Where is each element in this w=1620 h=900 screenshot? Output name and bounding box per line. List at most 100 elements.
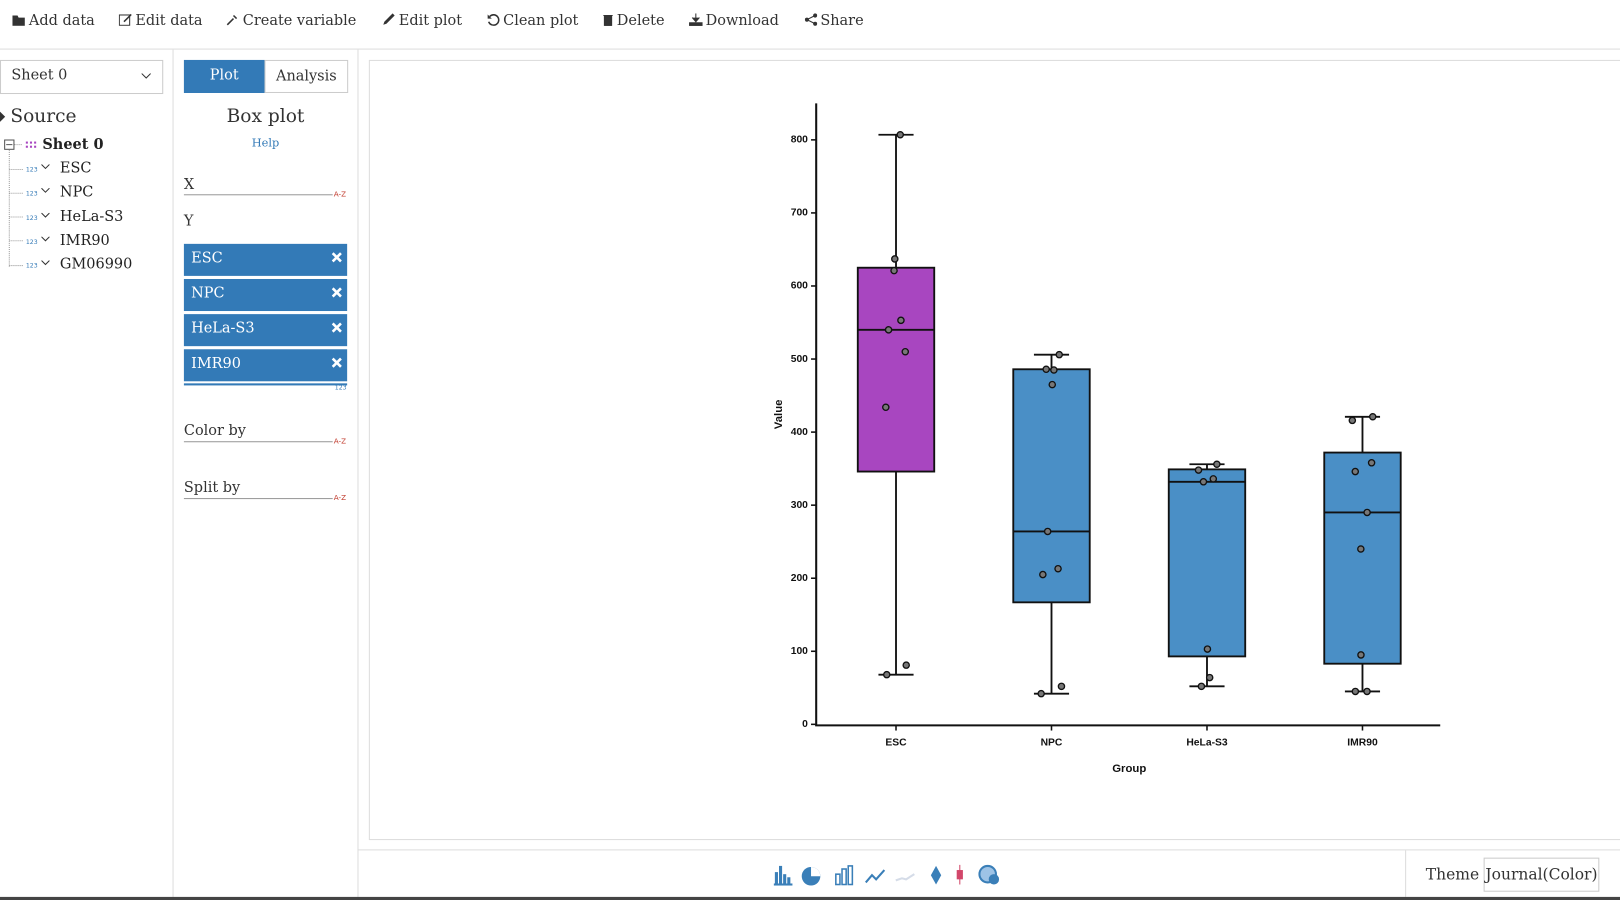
tree-column[interactable]: HeLa-S3 <box>59 208 124 225</box>
label: Create variable <box>242 12 357 29</box>
data-point <box>1348 416 1357 425</box>
chevron-icon <box>40 260 50 266</box>
data-point <box>1197 682 1206 691</box>
y-tick-label: 200 <box>791 573 808 584</box>
data-point <box>902 661 910 669</box>
tree-column[interactable]: NPC <box>59 184 94 201</box>
tree-root[interactable]: Source <box>10 105 77 128</box>
chevron <box>40 187 50 197</box>
plot-type-title: Box plot <box>226 105 305 128</box>
data-point <box>884 326 893 334</box>
y-tick-label: 700 <box>791 208 808 219</box>
box <box>1012 368 1091 604</box>
remove-icon <box>331 322 342 333</box>
y-axis-title: Value <box>773 400 785 430</box>
data-point <box>897 316 905 325</box>
chevron-icon <box>40 236 50 242</box>
tree-column[interactable]: IMR90 <box>59 232 110 249</box>
tree-lines <box>4 139 37 267</box>
data-point <box>1363 687 1371 696</box>
data-point <box>1367 459 1376 467</box>
tree-column[interactable]: ESC <box>59 160 92 177</box>
tree-sheet[interactable]: Sheet 0 <box>42 136 104 153</box>
data-point <box>1368 412 1377 421</box>
y-column-chip[interactable]: HeLa-S3 <box>183 314 348 347</box>
data-point <box>882 403 890 412</box>
data-point <box>1209 475 1218 483</box>
x-tick-label: IMR90 <box>1347 738 1378 749</box>
chevron <box>40 260 50 270</box>
plot-tab[interactable]: Plot <box>183 59 265 93</box>
theme-select[interactable]: Journal(Color) <box>1483 857 1600 892</box>
remove-button[interactable] <box>331 321 342 336</box>
plot-frame <box>368 59 1620 841</box>
y-column-chip[interactable]: ESC <box>183 243 348 276</box>
chevron-icon <box>40 212 50 218</box>
box <box>856 266 936 473</box>
clean-plot-button[interactable]: Clean plot <box>487 12 579 29</box>
share-button[interactable]: Share <box>804 12 864 29</box>
chevron-icon <box>40 188 50 194</box>
y-tick-label: 300 <box>791 500 808 511</box>
data-point <box>1351 467 1360 476</box>
x-tick-label: HeLa-S3 <box>1186 738 1228 749</box>
add-data-button[interactable]: Add data <box>12 12 95 29</box>
type-tag: 123 <box>25 190 38 198</box>
chevron <box>40 163 50 173</box>
bottom-border <box>357 849 1620 851</box>
remove-button[interactable] <box>331 251 342 266</box>
remove-button[interactable] <box>331 286 342 301</box>
field-underline <box>183 441 333 443</box>
label: Share <box>820 12 864 29</box>
y-column-chip[interactable]: NPC <box>183 278 348 312</box>
type-tag: 123 <box>25 214 38 222</box>
data-point <box>1357 651 1365 659</box>
chip-label: HeLa-S3 <box>191 320 255 337</box>
label: Clean plot <box>503 12 579 29</box>
label: Edit plot <box>398 12 463 29</box>
data-point <box>1357 545 1365 553</box>
y-tick-label: 100 <box>791 646 808 657</box>
create-variable-button[interactable]: Create variable <box>226 12 356 29</box>
data-point <box>1054 564 1062 573</box>
y-column-chip[interactable]: IMR90 <box>183 349 348 382</box>
chart-type-icons[interactable] <box>770 862 1008 889</box>
data-point <box>1042 365 1050 374</box>
download-button[interactable]: Download <box>688 12 779 29</box>
data-point <box>1057 682 1066 691</box>
data-point <box>901 347 910 356</box>
window-edge <box>0 896 1620 900</box>
data-point <box>896 130 905 139</box>
sheet-select[interactable]: Sheet 0 <box>0 59 164 95</box>
data-point <box>1205 673 1214 682</box>
type-tag: 123 <box>25 238 38 246</box>
x-tick-label: NPC <box>1041 738 1063 749</box>
divider <box>172 49 174 900</box>
analysis-tab[interactable]: Analysis <box>264 59 349 93</box>
sort-tag: A-Z <box>333 190 347 199</box>
y-field-label: Y <box>183 212 194 230</box>
field-underline <box>183 383 348 386</box>
y-tick-label: 400 <box>791 427 808 438</box>
data-point <box>1048 380 1057 389</box>
chip-label: ESC <box>191 250 223 267</box>
help-link[interactable]: Help <box>251 136 280 150</box>
tree-column[interactable]: GM06990 <box>59 256 133 273</box>
y-tick-label: 800 <box>791 135 808 146</box>
toolbar-border <box>0 48 1620 50</box>
y-tick-label: 500 <box>791 354 808 365</box>
edit-plot-button[interactable]: Edit plot <box>382 12 462 29</box>
delete-button[interactable]: Delete <box>602 12 665 29</box>
field-underline <box>183 194 333 196</box>
x-axis-title: Group <box>1112 763 1146 775</box>
sort-tag: A-Z <box>333 493 347 503</box>
data-point <box>1037 689 1045 698</box>
data-point <box>1039 570 1047 579</box>
data-point <box>1043 527 1052 536</box>
sort-tag: A-Z <box>333 437 347 446</box>
edit-data-button[interactable]: Edit data <box>118 12 203 29</box>
num-tag: 123 <box>334 384 347 392</box>
remove-button[interactable] <box>331 356 342 371</box>
label: Download <box>705 12 779 29</box>
